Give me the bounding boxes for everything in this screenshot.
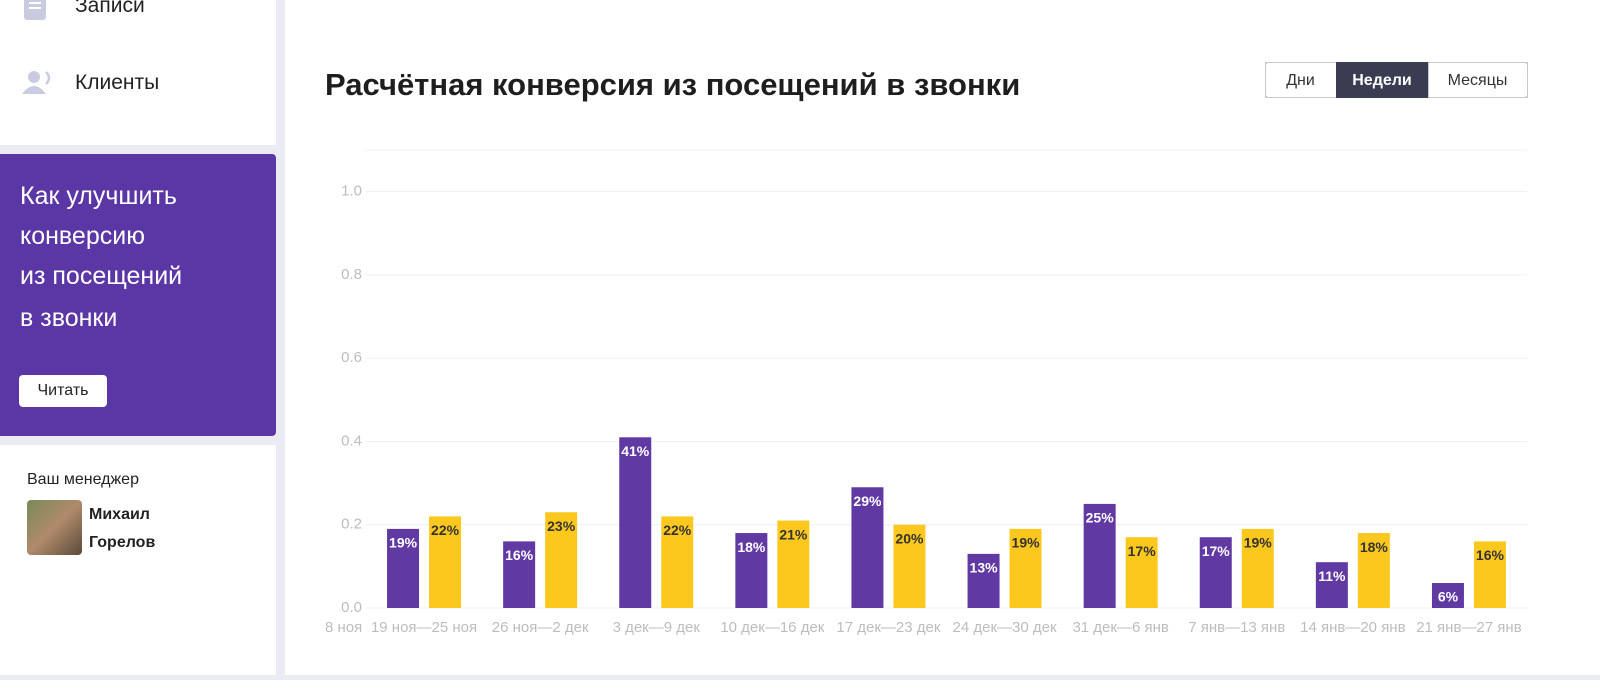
x-tick-label: 10 дек—16 дек bbox=[720, 619, 824, 636]
bar bbox=[893, 524, 926, 608]
value-label: 19% bbox=[389, 535, 418, 551]
value-label: 23% bbox=[547, 518, 576, 534]
value-label: 22% bbox=[663, 522, 692, 538]
x-tick-label: 3 дек—9 дек bbox=[613, 619, 701, 636]
main: Расчётная конверсия из посещений в звонк… bbox=[285, 0, 1600, 675]
value-label: 20% bbox=[895, 530, 924, 546]
bar bbox=[851, 487, 884, 608]
manager-name: Михаил bbox=[89, 506, 150, 523]
menu-panel: Записи Клиенты bbox=[0, 0, 276, 145]
x-tick-label: 14 янв—20 янв bbox=[1300, 619, 1405, 636]
bar bbox=[1473, 541, 1506, 608]
y-tick-label: 0.8 bbox=[341, 266, 362, 283]
period-button[interactable] bbox=[1428, 62, 1528, 98]
bar bbox=[735, 533, 768, 608]
value-label: 22% bbox=[431, 522, 460, 538]
bar bbox=[545, 512, 578, 608]
bar bbox=[1199, 537, 1232, 608]
bar bbox=[1083, 503, 1116, 608]
bar bbox=[1241, 528, 1274, 608]
y-tick-label: 0.6 bbox=[341, 349, 362, 366]
x-tick-label: 31 дек—6 янв bbox=[1072, 619, 1168, 636]
y-tick-label: 0.0 bbox=[341, 599, 362, 616]
manager-name: Горелов bbox=[89, 534, 156, 551]
value-label: 16% bbox=[505, 547, 534, 563]
value-label: 18% bbox=[737, 539, 766, 555]
value-label: 11% bbox=[1318, 568, 1346, 584]
period-button[interactable] bbox=[1336, 62, 1429, 98]
x-tick-label: 17 дек—23 дек bbox=[836, 619, 940, 636]
records-icon bbox=[24, 0, 46, 20]
bar bbox=[967, 553, 1000, 608]
menu-item[interactable]: Клиенты bbox=[75, 71, 160, 94]
x-tick-label: 19 ноя—25 ноя bbox=[371, 619, 477, 636]
bar bbox=[387, 528, 420, 608]
bar bbox=[661, 516, 694, 608]
value-label: 16% bbox=[1476, 547, 1505, 563]
value-label: 21% bbox=[779, 526, 808, 542]
promo-text: Как улучшить bbox=[20, 182, 177, 210]
bar bbox=[429, 516, 462, 608]
chart-title: Расчётная конверсия из посещений в звонк… bbox=[325, 67, 1020, 102]
value-label: 17% bbox=[1202, 543, 1231, 559]
period-button-label[interactable]: Недели bbox=[1352, 72, 1412, 89]
promo-text: из посещений bbox=[20, 262, 183, 290]
bar bbox=[503, 541, 536, 608]
value-label: 41% bbox=[621, 443, 650, 459]
x-tick-label: 26 ноя—2 дек bbox=[492, 619, 589, 636]
promo-text: конверсию bbox=[20, 222, 145, 250]
promo-card: Как улучшить конверсию из посещений в зв… bbox=[0, 154, 276, 436]
avatar bbox=[27, 500, 82, 555]
chart: Расчётная конверсия из посещений в звонк… bbox=[325, 62, 1528, 636]
y-tick-label: 1.0 bbox=[341, 183, 362, 200]
bar bbox=[1125, 537, 1158, 608]
x-tick-label: 21 янв—27 янв bbox=[1416, 619, 1521, 636]
bar bbox=[777, 520, 810, 608]
promo-text: в звонки bbox=[20, 304, 118, 332]
value-label: 17% bbox=[1128, 543, 1157, 559]
bar bbox=[1431, 583, 1464, 608]
read-button[interactable]: Читать bbox=[19, 375, 107, 407]
period-button-label[interactable]: Дни bbox=[1286, 72, 1315, 89]
bar bbox=[619, 437, 652, 608]
clients-icon bbox=[22, 71, 51, 94]
bar bbox=[1357, 533, 1390, 608]
y-tick-label: 0.4 bbox=[341, 432, 362, 449]
value-label: 6% bbox=[1438, 589, 1459, 605]
value-label: 19% bbox=[1012, 535, 1041, 551]
manager-label: Ваш менеджер bbox=[27, 471, 139, 488]
bar bbox=[1315, 562, 1348, 608]
x-tick-label: 7 янв—13 янв bbox=[1188, 619, 1285, 636]
menu-item[interactable]: Записи bbox=[75, 0, 145, 17]
x-tick-label: 24 дек—30 дек bbox=[953, 619, 1057, 636]
y-tick-label: 0.2 bbox=[341, 516, 362, 533]
manager-panel: Ваш менеджер Михаил Горелов bbox=[0, 445, 276, 675]
value-label: 25% bbox=[1086, 510, 1115, 526]
value-label: 13% bbox=[970, 560, 999, 576]
x-tick-label: 8 ноя bbox=[325, 619, 362, 636]
value-label: 29% bbox=[853, 493, 882, 509]
bar bbox=[1009, 528, 1042, 608]
value-label: 19% bbox=[1244, 535, 1273, 551]
value-label: 18% bbox=[1360, 539, 1389, 555]
period-button-label[interactable]: Месяцы bbox=[1448, 72, 1508, 89]
